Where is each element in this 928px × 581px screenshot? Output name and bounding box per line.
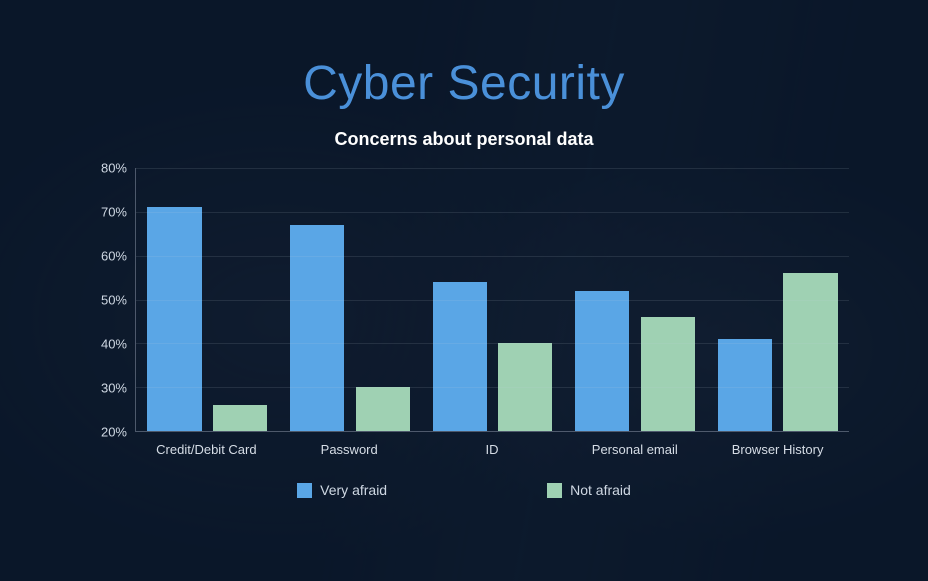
bar-very-afraid xyxy=(147,207,201,431)
y-tick-label: 60% xyxy=(101,249,127,264)
x-tick-label: Personal email xyxy=(563,432,706,468)
y-tick-label: 50% xyxy=(101,293,127,308)
legend-label: Very afraid xyxy=(320,482,387,498)
legend-swatch xyxy=(547,483,562,498)
bar-very-afraid xyxy=(575,291,629,431)
y-axis: 20%30%40%50%60%70%80% xyxy=(79,168,135,432)
chart-subtitle: Concerns about personal data xyxy=(334,129,593,150)
grid-line xyxy=(136,387,849,388)
legend-item: Very afraid xyxy=(297,482,387,498)
grid-line xyxy=(136,168,849,169)
grid-line xyxy=(136,212,849,213)
y-tick-label: 80% xyxy=(101,161,127,176)
x-tick-label: Browser History xyxy=(706,432,849,468)
y-tick-label: 40% xyxy=(101,337,127,352)
y-tick-label: 30% xyxy=(101,381,127,396)
bar-not-afraid xyxy=(356,387,410,431)
bar-very-afraid xyxy=(718,339,772,431)
x-tick-label: Credit/Debit Card xyxy=(135,432,278,468)
chart: 20%30%40%50%60%70%80% Credit/Debit CardP… xyxy=(79,168,849,468)
page-title: Cyber Security xyxy=(303,56,625,111)
x-tick-label: ID xyxy=(421,432,564,468)
legend-item: Not afraid xyxy=(547,482,631,498)
grid-line xyxy=(136,300,849,301)
x-tick-label: Password xyxy=(278,432,421,468)
bar-not-afraid xyxy=(213,405,267,431)
grid-line xyxy=(136,256,849,257)
chart-stage: Cyber Security Concerns about personal d… xyxy=(0,0,928,581)
grid-line xyxy=(136,343,849,344)
legend-label: Not afraid xyxy=(570,482,631,498)
plot-area xyxy=(135,168,849,432)
bar-not-afraid xyxy=(641,317,695,431)
bar-not-afraid xyxy=(783,273,837,431)
bar-very-afraid xyxy=(433,282,487,431)
legend-swatch xyxy=(297,483,312,498)
x-axis: Credit/Debit CardPasswordIDPersonal emai… xyxy=(135,432,849,468)
y-tick-label: 20% xyxy=(101,425,127,440)
legend: Very afraid Not afraid xyxy=(297,482,631,498)
y-tick-label: 70% xyxy=(101,205,127,220)
